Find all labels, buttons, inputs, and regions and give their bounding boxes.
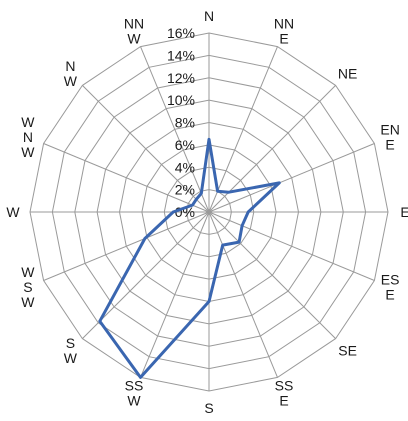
data-point <box>207 300 211 303</box>
data-point <box>207 138 211 141</box>
direction-label: NN E <box>274 15 294 46</box>
tick-label: 2% <box>175 182 195 198</box>
grid-spoke <box>82 85 210 213</box>
data-point <box>221 243 224 247</box>
data-point <box>237 240 241 244</box>
direction-label: EN E <box>380 122 399 153</box>
grid-spoke <box>208 143 375 213</box>
direction-label: SE <box>338 343 357 359</box>
tick-label: 8% <box>175 115 195 131</box>
tick-label: 14% <box>167 47 195 63</box>
direction-label: S <box>204 400 213 416</box>
grid-spoke <box>140 46 210 213</box>
tick-label: 12% <box>167 70 195 86</box>
radar-grid <box>29 32 389 392</box>
grid-spoke <box>43 143 210 213</box>
radial-tick-labels: 0% 2% 4% 6% 8% 10% 12% 14% 16% <box>167 25 195 220</box>
data-point <box>200 192 203 195</box>
grid-spoke <box>43 211 210 281</box>
grid-spoke <box>208 211 336 339</box>
direction-label: SS W <box>125 378 144 409</box>
data-point <box>172 210 175 214</box>
direction-label: SS E <box>275 378 294 409</box>
direction-label: NN W <box>124 15 144 46</box>
data-point <box>191 203 194 207</box>
tick-label: 4% <box>175 159 195 175</box>
data-point <box>216 190 219 193</box>
direction-label: W <box>6 204 20 220</box>
grid-spoke <box>208 46 278 213</box>
tick-label: 0% <box>175 204 195 220</box>
data-point <box>139 376 142 379</box>
data-point <box>278 181 281 185</box>
tick-label: 10% <box>167 92 195 108</box>
data-point <box>247 210 250 214</box>
tick-label: 6% <box>175 137 195 153</box>
grid-spoke <box>208 211 278 378</box>
direction-labels: N NN E NE EN E E ES E SE SS E S SS W S W W S W W W N W N W NN W <box>6 8 408 416</box>
data-point <box>227 191 230 194</box>
data-point <box>143 237 147 240</box>
data-point <box>240 224 244 227</box>
direction-label: NE <box>338 65 357 81</box>
grid-spoke <box>208 211 375 281</box>
data-point <box>98 320 102 323</box>
series-layer <box>98 137 281 379</box>
data-point <box>195 198 198 201</box>
direction-label: N <box>204 8 214 24</box>
direction-label: ES E <box>381 272 400 303</box>
grid-spoke <box>140 211 210 378</box>
tick-label: 16% <box>167 25 195 41</box>
direction-label: E <box>400 204 408 220</box>
